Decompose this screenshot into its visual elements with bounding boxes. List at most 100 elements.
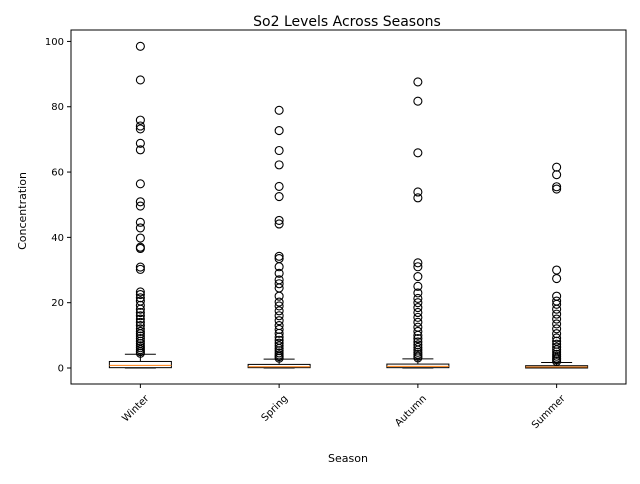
outlier-point: [413, 342, 423, 352]
outlier-point: [135, 115, 145, 125]
outlier-point: [274, 181, 284, 191]
y-tick-label: 0: [58, 363, 64, 374]
outlier-point: [135, 326, 145, 336]
y-tick-label: 80: [51, 102, 64, 113]
outlier-point: [135, 41, 145, 51]
outlier-point: [135, 217, 145, 227]
y-tick-label: 100: [45, 37, 64, 48]
outlier-point: [552, 342, 562, 352]
outlier-point: [135, 307, 145, 318]
outlier-point: [413, 303, 423, 313]
box-iqr: [108, 360, 172, 369]
outlier-point: [274, 279, 284, 289]
outlier-point: [135, 317, 145, 327]
outlier-point: [135, 138, 145, 148]
outlier-point: [135, 124, 145, 134]
box-winter: [108, 41, 172, 369]
outlier-point: [274, 145, 284, 156]
outlier-point: [135, 320, 145, 331]
outlier-point: [135, 289, 145, 300]
outlier-point: [135, 311, 145, 321]
outlier-point: [274, 215, 284, 225]
outlier-point: [413, 334, 423, 344]
outlier-point: [413, 96, 423, 106]
outlier-point: [274, 306, 284, 316]
outlier-point: [135, 341, 145, 351]
outlier-point: [552, 291, 562, 301]
outlier-point: [552, 265, 562, 275]
outlier-point: [135, 75, 145, 85]
outlier-point: [135, 314, 145, 324]
box-iqr: [247, 363, 311, 369]
outlier-point: [274, 311, 284, 321]
outlier-point: [413, 288, 423, 298]
outlier-point: [552, 329, 562, 339]
outlier-point: [413, 258, 423, 268]
outlier-point: [274, 126, 284, 136]
outlier-point: [274, 219, 284, 229]
outlier-point: [135, 242, 145, 252]
x-axis-label: Season: [328, 452, 368, 465]
outlier-point: [274, 301, 284, 311]
outlier-point: [413, 187, 423, 197]
box-spring: [247, 105, 311, 369]
outlier-point: [552, 333, 562, 343]
outlier-point: [413, 337, 423, 347]
outlier-point: [274, 348, 284, 358]
outlier-point: [274, 338, 284, 348]
outlier-point: [274, 320, 284, 331]
outlier-point: [135, 262, 145, 272]
y-tick-label: 20: [51, 298, 64, 309]
outlier-point: [135, 296, 145, 306]
outlier-point: [274, 191, 284, 202]
outlier-point: [413, 281, 423, 291]
outlier-point: [552, 296, 562, 306]
outlier-point: [135, 233, 145, 243]
outlier-point: [552, 184, 562, 194]
outlier-point: [135, 145, 145, 155]
box-autumn: [386, 77, 450, 369]
outlier-point: [413, 322, 423, 332]
outlier-point: [135, 179, 145, 189]
chart-title: So2 Levels Across Seasons: [253, 14, 441, 30]
outlier-point: [135, 223, 145, 233]
outlier-point: [413, 298, 423, 308]
outlier-point: [135, 334, 145, 344]
outlier-point: [274, 316, 284, 326]
y-tick-label: 40: [51, 233, 64, 244]
outlier-point: [135, 293, 145, 303]
outlier-point: [274, 335, 284, 345]
outlier-point: [274, 297, 284, 307]
axes-frame: [70, 29, 627, 385]
outlier-point: [413, 148, 423, 158]
outlier-point: [274, 160, 284, 170]
outlier-point: [135, 197, 145, 207]
outlier-point: [274, 275, 284, 285]
outlier-point: [274, 251, 284, 261]
outlier-point: [552, 319, 562, 329]
outlier-point: [552, 314, 562, 324]
outlier-point: [413, 307, 423, 318]
outlier-point: [135, 331, 145, 341]
outlier-point: [552, 162, 562, 172]
outlier-point: [552, 182, 562, 192]
outlier-point: [413, 193, 423, 203]
outlier-point: [413, 326, 423, 336]
outlier-point: [135, 121, 145, 131]
outlier-point: [413, 340, 423, 350]
outlier-point: [413, 317, 423, 327]
outlier-point: [413, 262, 423, 272]
outlier-point: [274, 268, 284, 278]
outlier-point: [413, 77, 423, 87]
y-axis-label: Concentration: [16, 172, 29, 250]
outlier-point: [413, 293, 423, 303]
outlier-point: [274, 324, 284, 335]
outlier-point: [552, 324, 562, 334]
outlier-point: [274, 105, 284, 115]
outlier-point: [274, 341, 284, 351]
outlier-point: [135, 287, 145, 297]
box-summer: [525, 162, 589, 369]
outlier-point: [552, 309, 562, 319]
outlier-point: [552, 339, 562, 349]
